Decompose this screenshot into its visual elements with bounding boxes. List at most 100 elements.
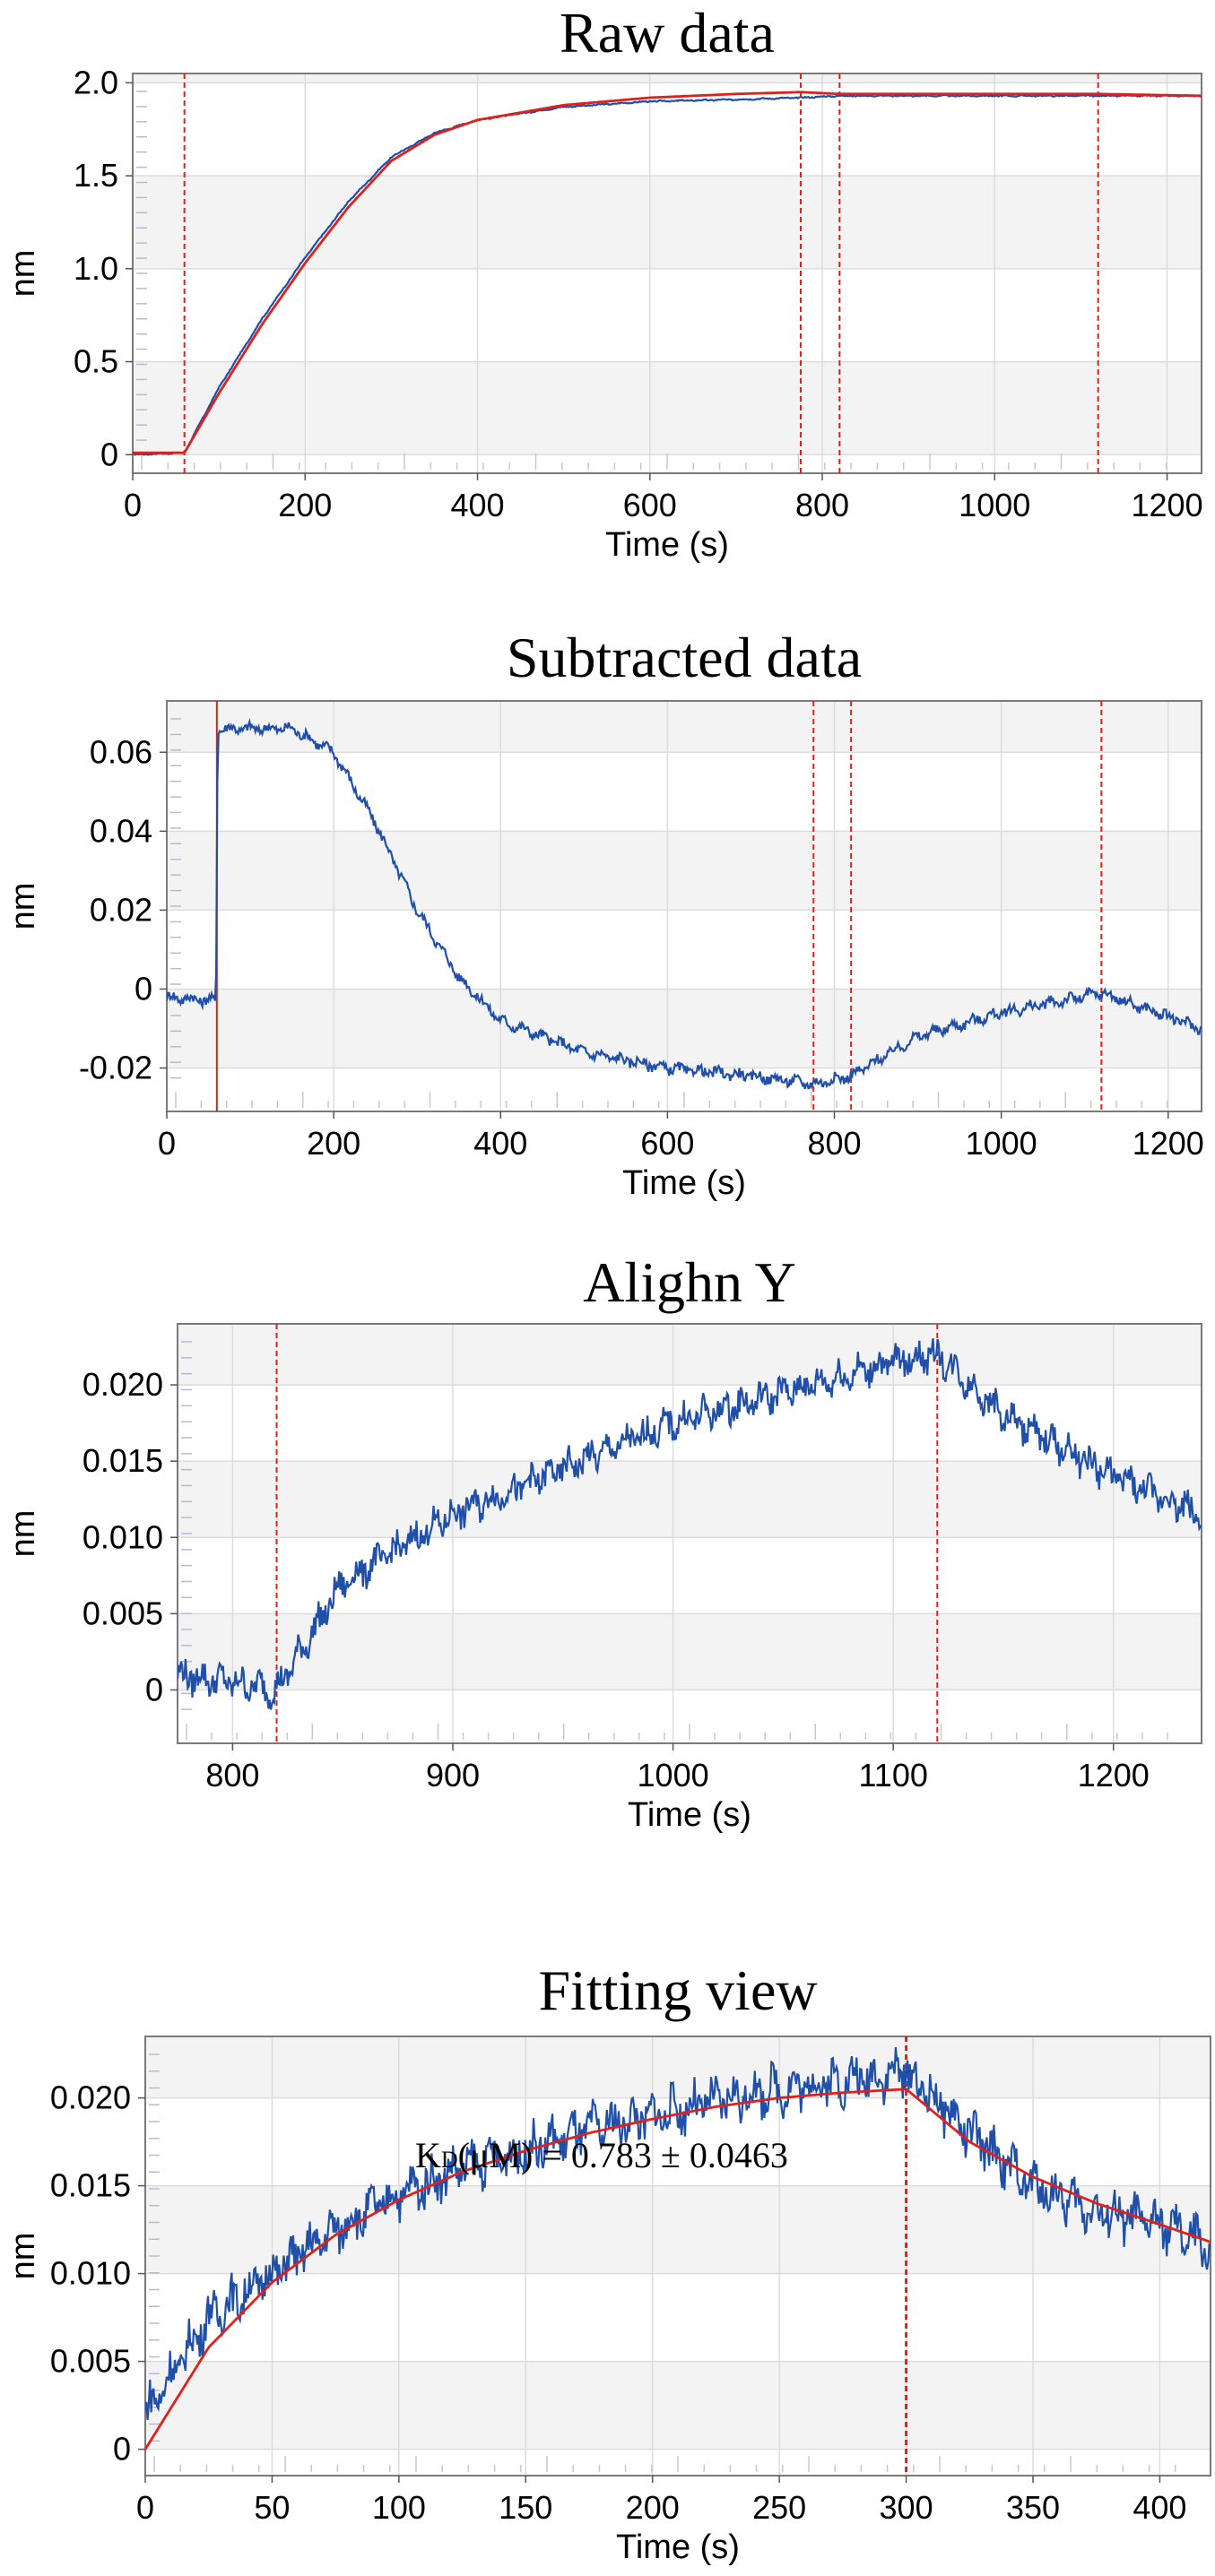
minor-ticks xyxy=(136,91,1167,470)
grid-band xyxy=(178,1324,1202,1386)
plot-frame xyxy=(166,700,1202,1112)
series-group xyxy=(178,1338,1202,1710)
y-axis-label: nm xyxy=(4,2233,42,2280)
x-tick-label: 200 xyxy=(307,1125,360,1162)
x-tick-label: 1000 xyxy=(638,1757,709,1794)
kd-annotation: KD(μM) = 0.783 ± 0.0463 xyxy=(415,2135,788,2175)
fitting-view-panel: 0 0.005 0.010 0.015 0.020 0 50 100 150 200 250 300 3… xyxy=(4,1958,1211,2566)
x-tick-label: 800 xyxy=(205,1757,259,1794)
y-tick-label: 2.0 xyxy=(74,64,118,100)
y-tick-label: -0.02 xyxy=(79,1050,152,1086)
x-tick-label: 0 xyxy=(136,2489,154,2526)
y-tick-label: 0.04 xyxy=(90,812,152,849)
grid-band xyxy=(133,73,1202,83)
x-axis-label: Time (s) xyxy=(605,526,729,564)
plot-frame xyxy=(177,1323,1202,1744)
y-tick-label: 0 xyxy=(100,436,118,472)
x-tick-label: 0 xyxy=(124,487,142,523)
x-tick-label: 400 xyxy=(450,487,504,523)
x-tick-label: 800 xyxy=(807,1125,861,1162)
x-tick-label: 0 xyxy=(158,1125,176,1162)
x-tick-label: 50 xyxy=(254,2489,290,2526)
y-tick-label: 0.020 xyxy=(50,2079,131,2116)
series-line xyxy=(133,93,1202,456)
minor-ticks xyxy=(149,2053,1176,2472)
series-line xyxy=(178,1338,1202,1710)
series-line xyxy=(133,91,1202,454)
x-tick-label: 150 xyxy=(499,2489,552,2526)
chart-title: Raw data xyxy=(560,1,775,65)
x-tick-label: 300 xyxy=(880,2489,933,2526)
y-axis-label: nm xyxy=(4,883,42,930)
grid-band xyxy=(145,2361,1211,2450)
grid-band xyxy=(133,176,1202,269)
y-tick-label: 1.0 xyxy=(74,250,118,287)
x-axis-label: Time (s) xyxy=(628,1796,751,1834)
x-tick-label: 1200 xyxy=(1133,1125,1204,1162)
series-group xyxy=(133,91,1202,456)
grid-band xyxy=(145,2036,1211,2098)
x-tick-label: 350 xyxy=(1006,2489,1060,2526)
y-tick-label: 0.015 xyxy=(82,1442,163,1479)
series-group xyxy=(167,717,1202,1091)
x-tick-label: 250 xyxy=(752,2489,806,2526)
x-tick-label: 1000 xyxy=(966,1125,1037,1162)
y-tick-label: 0.015 xyxy=(50,2167,131,2204)
x-axis-label: Time (s) xyxy=(616,2528,740,2566)
y-axis-label: nm xyxy=(4,1510,42,1558)
x-axis-label: Time (s) xyxy=(622,1164,746,1202)
grid-band xyxy=(178,1461,1202,1538)
grid-band xyxy=(167,701,1202,753)
y-tick-label: 0 xyxy=(145,1671,163,1707)
x-tick-label: 100 xyxy=(372,2489,426,2526)
y-tick-label: 0.020 xyxy=(82,1366,163,1403)
x-tick-label: 400 xyxy=(1133,2489,1186,2526)
y-tick-label: 0.06 xyxy=(90,733,152,770)
grid-bands xyxy=(178,1324,1202,1690)
kd-subscript: D xyxy=(441,2147,458,2173)
x-tick-label: 600 xyxy=(623,487,677,523)
y-axis-label: nm xyxy=(4,250,42,298)
x-tick-label: 200 xyxy=(626,2489,680,2526)
x-tick-label: 1100 xyxy=(858,1757,927,1794)
x-tick-label: 400 xyxy=(473,1125,527,1162)
y-tick-label: 0.010 xyxy=(82,1518,163,1555)
x-tick-label: 900 xyxy=(426,1757,480,1794)
y-tick-label: 0.005 xyxy=(50,2343,131,2380)
chart-title: Fitting view xyxy=(538,1958,817,2022)
x-tick-label: 1200 xyxy=(1078,1757,1150,1794)
y-tick-label: 0.010 xyxy=(50,2255,131,2292)
grid-bands xyxy=(133,73,1202,455)
x-tick-label: 200 xyxy=(278,487,332,523)
y-tick-label: 1.5 xyxy=(74,157,118,194)
subtracted-data-panel: -0.02 0 0.02 0.04 0.06 0 200 400 600 800 1000 1200 T… xyxy=(4,626,1204,1202)
grid-bands xyxy=(145,2036,1211,2450)
plot-frame xyxy=(144,2036,1211,2477)
x-tick-label: 800 xyxy=(795,487,849,523)
y-tick-label: 0.005 xyxy=(82,1595,163,1631)
minor-ticks xyxy=(181,1341,1168,1740)
raw-data-panel: 0 0.5 1.0 1.5 2.0 0 200 400 600 800 1000 1200 Time (… xyxy=(4,1,1203,564)
series-line xyxy=(167,717,1202,1091)
plot-frame xyxy=(132,73,1202,474)
y-tick-label: 0.02 xyxy=(90,891,152,928)
grid-band xyxy=(178,1613,1202,1690)
chart-title: Alighn Y xyxy=(583,1250,796,1314)
y-tick-label: 0 xyxy=(135,970,152,1007)
x-tick-label: 1200 xyxy=(1132,487,1203,523)
kd-symbol: K xyxy=(415,2135,441,2175)
grid-band xyxy=(133,361,1202,455)
grid-band xyxy=(167,831,1202,911)
y-tick-label: 0.5 xyxy=(74,343,118,380)
x-tick-label: 1000 xyxy=(959,487,1030,523)
series-group xyxy=(145,2047,1211,2451)
chart-title: Subtracted data xyxy=(507,626,862,689)
y-tick-label: 0 xyxy=(113,2431,131,2468)
kd-value: (μM) = 0.783 ± 0.0463 xyxy=(458,2135,788,2175)
series-line xyxy=(145,2047,1211,2420)
x-tick-label: 600 xyxy=(640,1125,694,1162)
minor-ticks xyxy=(170,718,1168,1108)
series-line xyxy=(145,2088,1211,2451)
align-y-panel: 0 0.005 0.010 0.015 0.020 800 900 1000 1100 1200 T… xyxy=(4,1250,1202,1834)
